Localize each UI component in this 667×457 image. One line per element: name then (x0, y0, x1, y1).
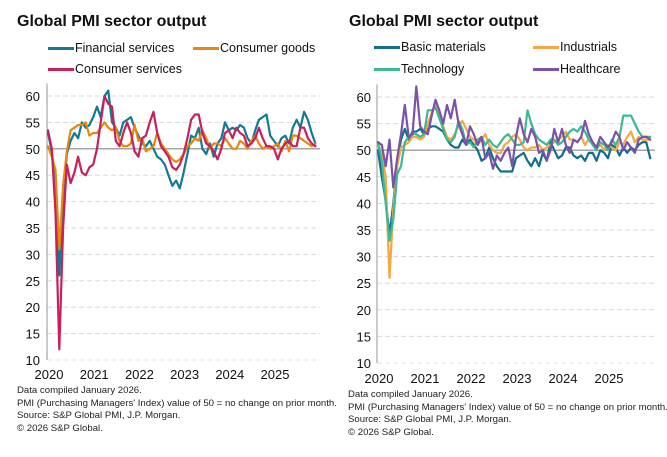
note-pmi-definition: PMI (Purchasing Managers' Index) value o… (17, 397, 337, 409)
series-line-financial-services (46, 89, 317, 277)
y-tick-label: 60 (26, 89, 40, 104)
x-tick-label: 2024 (215, 367, 244, 382)
note-copyright: © 2026 S&P Global. (17, 422, 103, 434)
legend-swatch-consumer-services (48, 67, 74, 71)
y-tick-label: 45 (357, 170, 371, 185)
y-tick-label: 40 (26, 195, 40, 210)
legend-item-healthcare: Healthcare (533, 62, 620, 76)
y-tick-label: 55 (357, 117, 371, 132)
legend-item-industrials: Industrials (533, 40, 617, 54)
y-tick-label: 60 (357, 90, 371, 105)
series-line-technology (376, 106, 652, 242)
legend-swatch-industrials (533, 45, 559, 49)
chart-title: Global PMI sector output (17, 13, 207, 30)
y-tick-label: 25 (357, 276, 371, 291)
legend-label: Consumer services (75, 62, 182, 76)
note-source: Source: S&P Global PMI, J.P. Morgan. (17, 410, 181, 422)
x-tick-label: 2025 (261, 367, 290, 382)
legend-swatch-technology (374, 67, 400, 71)
y-tick-label: 30 (357, 250, 371, 265)
legend-item-consumer-services: Consumer services (48, 62, 182, 76)
y-tick-label: 10 (357, 356, 371, 371)
legend-label: Consumer goods (220, 41, 316, 55)
x-tick-label: 2021 (80, 367, 109, 382)
legend-label: Industrials (560, 40, 617, 54)
legend-swatch-consumer-goods (193, 46, 219, 50)
y-tick-label: 50 (357, 143, 371, 158)
chart-panel-right: Global PMI sector output Basic materials… (334, 0, 667, 457)
y-tick-label: 20 (357, 303, 371, 318)
legend-label: Healthcare (560, 62, 621, 76)
chart-panel-left: Global PMI sector output Financial servi… (17, 13, 337, 435)
y-tick-label: 10 (26, 353, 40, 368)
y-tick-label: 15 (357, 329, 371, 344)
legend-swatch-basic-materials (374, 45, 400, 49)
legend-label: Financial services (75, 41, 175, 55)
chart-notes: Data compiled January 2026. PMI (Purchas… (17, 385, 337, 435)
legend-label: Basic materials (401, 40, 486, 54)
legend-swatch-healthcare (533, 67, 559, 71)
chart-title: Global PMI sector output (349, 13, 539, 30)
series-line-healthcare (376, 85, 652, 189)
y-tick-label: 30 (26, 247, 40, 262)
y-tick-label: 50 (26, 142, 40, 157)
chart-notes: Data compiled January 2026. PMI (Purchas… (348, 389, 667, 439)
y-tick-label: 20 (26, 300, 40, 315)
legend-item-basic-materials: Basic materials (374, 40, 486, 54)
legend-item-financial-services: Financial services (48, 41, 174, 55)
x-tick-label: 2024 (549, 371, 578, 386)
y-tick-label: 55 (26, 115, 40, 130)
series-line-industrials (376, 103, 652, 279)
x-tick-label: 2020 (365, 371, 394, 386)
note-source: Source: S&P Global PMI, J.P. Morgan. (348, 414, 512, 426)
x-tick-label: 2022 (457, 371, 486, 386)
legend-swatch-financial-services (48, 46, 74, 50)
y-tick-label: 40 (357, 196, 371, 211)
note-data-compiled: Data compiled January 2026. (348, 389, 473, 400)
legend-item-consumer-goods: Consumer goods (193, 41, 315, 55)
x-tick-label: 2023 (503, 371, 532, 386)
legend-label: Technology (401, 62, 465, 76)
y-tick-label: 35 (26, 221, 40, 236)
x-tick-label: 2023 (170, 367, 199, 382)
y-tick-label: 45 (26, 168, 40, 183)
y-tick-label: 35 (357, 223, 371, 238)
note-pmi-definition: PMI (Purchasing Managers' Index) value o… (348, 401, 667, 413)
x-tick-label: 2021 (411, 371, 440, 386)
x-tick-label: 2025 (595, 371, 624, 386)
x-tick-label: 2022 (125, 367, 154, 382)
y-tick-label: 25 (26, 274, 40, 289)
legend-item-technology: Technology (374, 62, 464, 76)
x-tick-label: 2020 (35, 367, 64, 382)
series-line-consumer-services (46, 94, 317, 351)
y-tick-label: 15 (26, 327, 40, 342)
note-copyright: © 2026 S&P Global. (348, 426, 434, 438)
note-data-compiled: Data compiled January 2026. (17, 385, 142, 396)
